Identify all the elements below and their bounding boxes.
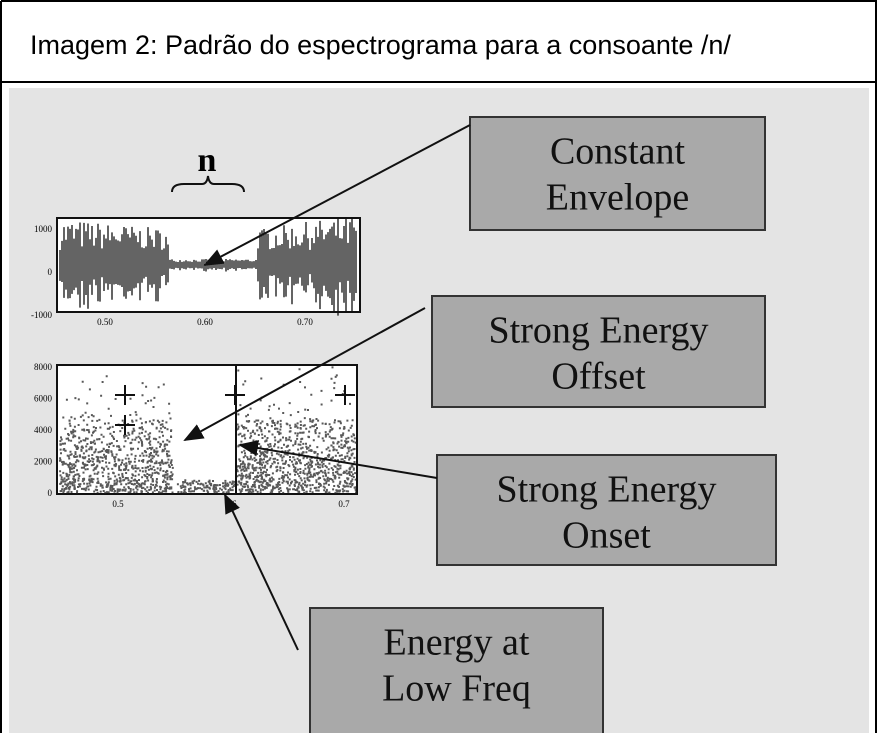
x-tick-label: 0.60: [197, 317, 213, 327]
brace: [171, 175, 245, 193]
callout-box: [309, 607, 604, 738]
y-tick-label: 0: [48, 488, 53, 498]
x-tick-label: 0.50: [97, 317, 113, 327]
callout-box: [436, 454, 777, 566]
callout-text: Low Freq: [382, 668, 531, 710]
callout-arrow: [203, 124, 471, 266]
y-tick-label: 4000: [34, 425, 53, 435]
callout-text: Onset: [562, 515, 651, 557]
callout-text: Offset: [551, 356, 646, 398]
callout-arrow: [183, 307, 426, 441]
callout-box: [431, 295, 766, 408]
segment-label: n: [198, 142, 217, 179]
x-tick-label: 0.7: [338, 499, 350, 509]
callout-box: [469, 116, 766, 231]
spectrogram-frame: [56, 364, 358, 495]
waveform: 1000 0 -1000 0.50 0.60 0.70: [31, 217, 361, 327]
callout-text: Envelope: [546, 177, 690, 219]
header-title: Imagem 2: Padrão do espectrograma para a…: [30, 30, 731, 60]
callout-arrow: [224, 493, 299, 651]
callout-text: Constant: [550, 131, 686, 173]
y-tick-label: 6000: [34, 394, 53, 404]
x-tick-label: 0.70: [297, 317, 313, 327]
callout-text: Energy at: [384, 622, 530, 664]
y-tick-label: 1000: [34, 224, 53, 234]
callout-text: Strong Energy: [489, 310, 709, 352]
x-tick-label: 0.5: [112, 499, 124, 509]
y-tick-label: 8000: [34, 362, 53, 372]
y-tick-label: -1000: [31, 310, 52, 320]
y-tick-label: 0: [48, 267, 53, 277]
callout-text: Strong Energy: [497, 469, 717, 511]
spectrogram-marks: [115, 366, 355, 494]
y-tick-label: 2000: [34, 457, 53, 467]
callout-arrow: [238, 440, 438, 479]
